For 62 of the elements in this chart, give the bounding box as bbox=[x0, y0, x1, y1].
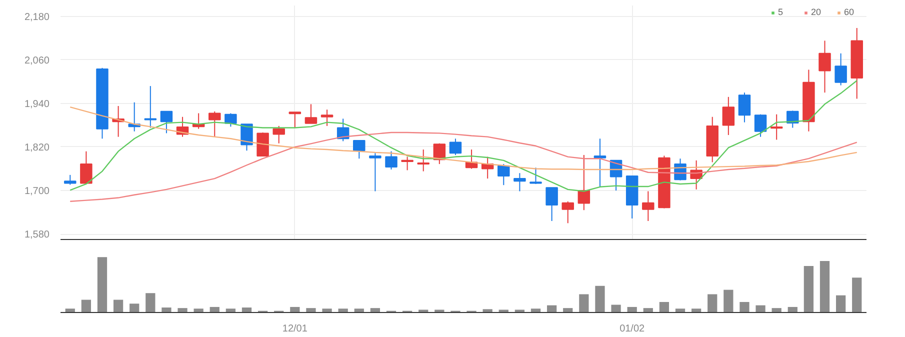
y-tick-label: 1,820 bbox=[24, 142, 50, 154]
candlestick bbox=[80, 150, 92, 184]
bar bbox=[611, 304, 621, 312]
candlestick bbox=[320, 109, 334, 126]
legend-label: 5 bbox=[778, 7, 784, 17]
bar bbox=[836, 295, 846, 312]
candlestick bbox=[401, 156, 414, 171]
bar bbox=[322, 308, 332, 312]
bar bbox=[804, 266, 814, 312]
y-tick-label: 2,180 bbox=[24, 12, 50, 23]
candlestick bbox=[786, 110, 799, 128]
bar bbox=[708, 294, 718, 312]
candlestick bbox=[754, 114, 767, 138]
candlestick bbox=[160, 110, 173, 134]
candlestick bbox=[144, 86, 157, 128]
x-tick-label: 12/01 bbox=[282, 324, 308, 334]
candlestick bbox=[514, 172, 526, 192]
bar bbox=[306, 308, 316, 312]
bar bbox=[724, 290, 734, 312]
candlestick bbox=[834, 52, 847, 86]
legend-label: 20 bbox=[811, 7, 822, 17]
x-tick-label: 01/02 bbox=[620, 324, 646, 334]
candlestick bbox=[642, 190, 654, 222]
bar bbox=[852, 278, 862, 312]
candlestick bbox=[562, 200, 574, 224]
candlestick bbox=[304, 104, 318, 124]
bar bbox=[162, 308, 172, 312]
candlestick bbox=[818, 40, 831, 94]
bar bbox=[97, 257, 108, 312]
legend-label: 60 bbox=[844, 7, 856, 17]
candlestick bbox=[498, 164, 510, 186]
y-tick-label: 2,060 bbox=[24, 55, 50, 66]
bar bbox=[113, 300, 124, 312]
candlestick bbox=[449, 138, 462, 156]
bar bbox=[659, 302, 670, 312]
bar bbox=[130, 304, 140, 312]
candlestick bbox=[594, 138, 606, 188]
candlestick bbox=[208, 110, 221, 138]
candlestick bbox=[369, 152, 382, 192]
bar bbox=[81, 300, 92, 312]
candlestick bbox=[417, 149, 430, 172]
candlestick bbox=[288, 112, 302, 128]
candlestick bbox=[272, 125, 285, 144]
candlestick bbox=[353, 140, 366, 160]
candlestick bbox=[722, 96, 735, 136]
bar bbox=[820, 261, 830, 312]
candlestick bbox=[64, 174, 76, 186]
y-tick-label: 1,580 bbox=[24, 230, 50, 241]
bar bbox=[146, 293, 156, 312]
bar bbox=[756, 305, 766, 312]
candlestick bbox=[738, 92, 751, 123]
candlestick bbox=[224, 112, 237, 128]
candlestick bbox=[530, 167, 542, 184]
bar bbox=[595, 286, 605, 312]
bar bbox=[178, 308, 188, 312]
candlestick bbox=[770, 114, 783, 140]
bar bbox=[740, 302, 750, 312]
y-tick-label: 1,940 bbox=[24, 98, 50, 110]
y-tick-label: 1,700 bbox=[24, 186, 50, 198]
candlestick bbox=[385, 150, 398, 170]
candlestick bbox=[546, 187, 558, 222]
bar bbox=[579, 294, 589, 312]
